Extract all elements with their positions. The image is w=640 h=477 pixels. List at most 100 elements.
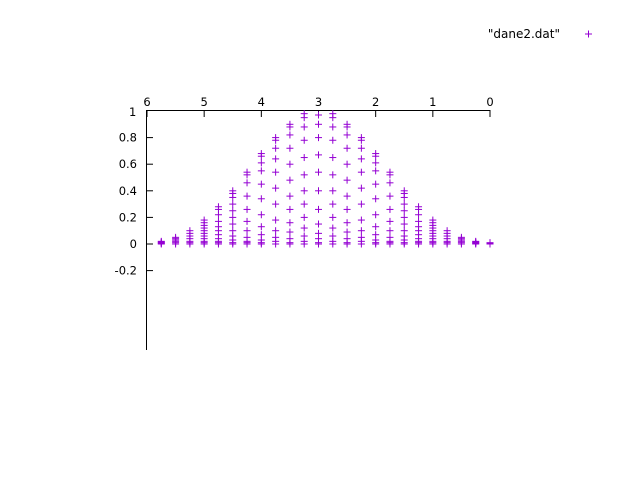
data-point xyxy=(343,144,351,152)
data-point xyxy=(229,213,237,221)
data-point xyxy=(257,150,265,158)
data-point xyxy=(300,110,308,118)
data-point xyxy=(315,151,322,159)
data-point xyxy=(257,159,265,167)
data-point xyxy=(272,216,280,224)
data-point xyxy=(315,120,322,128)
data-point xyxy=(257,211,265,219)
data-point xyxy=(257,180,265,188)
data-point xyxy=(329,123,337,131)
data-point xyxy=(200,216,208,224)
data-point xyxy=(329,187,337,195)
y-tick-label: 0.4 xyxy=(119,184,137,198)
data-point xyxy=(343,192,351,200)
data-point xyxy=(343,235,351,243)
data-point xyxy=(300,136,308,144)
data-point xyxy=(172,233,180,241)
data-point xyxy=(257,231,265,239)
data-point xyxy=(443,227,451,235)
data-point xyxy=(343,131,351,139)
data-markers xyxy=(157,110,494,248)
data-point xyxy=(329,154,337,162)
data-point xyxy=(357,168,365,176)
y-tick-label: 0 xyxy=(130,237,137,251)
data-point xyxy=(372,180,380,188)
data-point xyxy=(243,205,251,213)
data-point xyxy=(386,227,394,235)
data-point xyxy=(429,216,437,224)
data-point xyxy=(186,227,194,235)
data-point xyxy=(272,155,280,163)
data-point xyxy=(243,227,251,235)
data-point xyxy=(400,187,408,195)
data-point xyxy=(386,192,394,200)
data-point xyxy=(214,203,222,211)
data-point xyxy=(472,237,480,245)
data-point xyxy=(229,187,237,195)
data-point xyxy=(315,134,322,142)
data-point xyxy=(243,192,251,200)
data-point xyxy=(357,184,365,192)
x-tick-label: 6 xyxy=(143,95,150,109)
data-point xyxy=(357,216,365,224)
data-point xyxy=(329,200,337,208)
x-tick-label: 5 xyxy=(201,95,208,109)
y-tick-label: 0.2 xyxy=(119,210,137,224)
data-point xyxy=(343,120,351,128)
data-point xyxy=(343,219,351,227)
data-point xyxy=(415,217,423,225)
data-point xyxy=(315,220,322,228)
data-point xyxy=(329,213,337,221)
y-tick-label: -0.2 xyxy=(115,264,137,278)
data-point xyxy=(357,233,365,241)
top-left-overlapped-tick-label: 1 xyxy=(129,105,136,119)
data-point xyxy=(272,144,280,152)
data-point xyxy=(214,217,222,225)
data-point xyxy=(386,205,394,213)
data-point xyxy=(286,219,294,227)
data-point xyxy=(357,200,365,208)
data-point xyxy=(400,227,408,235)
data-point xyxy=(229,227,237,235)
data-point xyxy=(272,233,280,241)
x-tick-label: 3 xyxy=(315,95,322,109)
data-point xyxy=(457,233,465,241)
data-point xyxy=(372,211,380,219)
data-point xyxy=(286,160,294,168)
data-point xyxy=(272,134,280,142)
data-point xyxy=(400,213,408,221)
data-point xyxy=(357,227,365,235)
data-point xyxy=(300,171,308,179)
data-point xyxy=(386,217,394,225)
data-point xyxy=(343,228,351,236)
data-point xyxy=(357,155,365,163)
data-point xyxy=(257,223,265,231)
x-tick-label: 2 xyxy=(372,95,379,109)
data-point xyxy=(300,187,308,195)
data-point xyxy=(257,167,265,175)
data-point xyxy=(286,120,294,128)
data-point xyxy=(329,110,337,118)
data-point xyxy=(315,229,322,237)
data-point xyxy=(372,150,380,158)
data-point xyxy=(272,184,280,192)
y-tick-label: 0.8 xyxy=(119,131,137,145)
x-tick-label: 0 xyxy=(486,95,493,109)
data-point xyxy=(315,187,322,195)
data-point xyxy=(286,235,294,243)
data-point xyxy=(329,136,337,144)
data-point xyxy=(329,224,337,232)
data-point xyxy=(300,232,308,240)
data-point xyxy=(243,168,251,176)
data-point xyxy=(343,160,351,168)
data-point xyxy=(229,207,237,215)
data-point xyxy=(286,176,294,184)
legend-marker xyxy=(585,30,592,38)
data-point xyxy=(486,239,494,247)
data-point xyxy=(315,111,322,119)
data-point xyxy=(272,200,280,208)
y-tick-label: 0.6 xyxy=(119,157,137,171)
legend-label: "dane2.dat" xyxy=(488,27,560,41)
data-point xyxy=(272,227,280,235)
